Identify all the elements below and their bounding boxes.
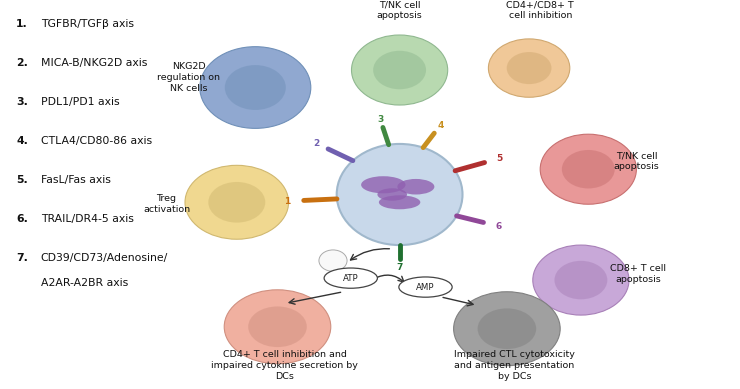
- Ellipse shape: [377, 188, 407, 201]
- Text: CD39/CD73/Adenosine/: CD39/CD73/Adenosine/: [41, 253, 168, 263]
- Text: 6.: 6.: [16, 214, 28, 224]
- Ellipse shape: [225, 65, 286, 110]
- Text: AMP: AMP: [416, 282, 434, 292]
- Ellipse shape: [352, 35, 448, 105]
- Ellipse shape: [337, 144, 462, 245]
- Text: CD4+/CD8+ T
cell inhibition: CD4+/CD8+ T cell inhibition: [506, 0, 574, 20]
- Text: Impaired CTL cytotoxicity
and antigen presentation
by DCs: Impaired CTL cytotoxicity and antigen pr…: [454, 350, 575, 381]
- Ellipse shape: [477, 308, 536, 349]
- Ellipse shape: [454, 292, 560, 366]
- Ellipse shape: [488, 39, 570, 97]
- Text: T/NK cell
apoptosis: T/NK cell apoptosis: [613, 151, 659, 172]
- Text: Treg
activation: Treg activation: [143, 194, 190, 214]
- Text: CD8+ T cell
apoptosis: CD8+ T cell apoptosis: [610, 264, 666, 284]
- Text: 7: 7: [397, 263, 403, 272]
- Text: CD4+ T cell inhibition and
impaired cytokine secretion by
DCs: CD4+ T cell inhibition and impaired cyto…: [212, 350, 358, 381]
- Text: 1.: 1.: [16, 19, 28, 30]
- Text: 3.: 3.: [16, 97, 28, 107]
- Text: NKG2D
regulation on
NK cells: NKG2D regulation on NK cells: [157, 62, 221, 93]
- Text: T/NK cell
apoptosis: T/NK cell apoptosis: [377, 0, 423, 20]
- Ellipse shape: [399, 277, 452, 297]
- Ellipse shape: [200, 47, 311, 128]
- Text: CTLA4/CD80-86 axis: CTLA4/CD80-86 axis: [41, 136, 152, 146]
- Text: 1: 1: [284, 197, 291, 206]
- Text: 5: 5: [496, 154, 502, 163]
- Ellipse shape: [209, 182, 266, 223]
- Ellipse shape: [324, 268, 377, 288]
- Ellipse shape: [562, 150, 615, 189]
- Text: 5.: 5.: [16, 175, 28, 185]
- Ellipse shape: [507, 52, 551, 84]
- Ellipse shape: [397, 179, 434, 194]
- Text: 4: 4: [437, 121, 443, 130]
- Text: A2AR-A2BR axis: A2AR-A2BR axis: [41, 278, 128, 288]
- Ellipse shape: [540, 134, 636, 204]
- Ellipse shape: [554, 261, 608, 300]
- Text: 2: 2: [313, 139, 319, 148]
- Text: ATP: ATP: [343, 273, 359, 283]
- Text: FasL/Fas axis: FasL/Fas axis: [41, 175, 110, 185]
- Text: 2.: 2.: [16, 58, 28, 68]
- Ellipse shape: [379, 195, 420, 209]
- Ellipse shape: [533, 245, 629, 315]
- Text: 6: 6: [495, 222, 501, 231]
- Text: TGFBR/TGFβ axis: TGFBR/TGFβ axis: [41, 19, 134, 30]
- Ellipse shape: [361, 176, 406, 193]
- Ellipse shape: [373, 51, 426, 89]
- Text: MICA-B/NKG2D axis: MICA-B/NKG2D axis: [41, 58, 147, 68]
- Text: TRAIL/DR4-5 axis: TRAIL/DR4-5 axis: [41, 214, 134, 224]
- Text: 4.: 4.: [16, 136, 28, 146]
- Ellipse shape: [319, 250, 347, 272]
- Text: PDL1/PD1 axis: PDL1/PD1 axis: [41, 97, 119, 107]
- Ellipse shape: [248, 307, 307, 347]
- Ellipse shape: [185, 165, 289, 239]
- Text: 7.: 7.: [16, 253, 28, 263]
- Text: 3: 3: [377, 114, 383, 124]
- Ellipse shape: [224, 290, 331, 364]
